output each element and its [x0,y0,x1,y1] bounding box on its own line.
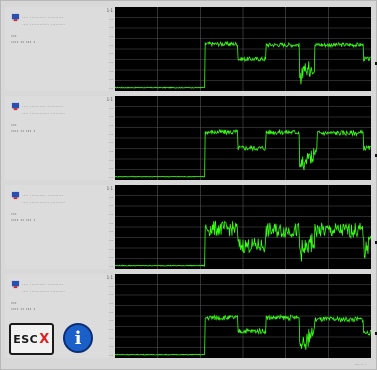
y-tick-label: ··· [89,158,113,163]
info-line: ···· ············ ········· [22,289,65,295]
y-tick-label: ··· [89,17,113,22]
y-tick-label: ··· [89,106,113,111]
corner-label: ···· ·· · [355,362,366,367]
y-tick-label: 1·1 [89,186,113,191]
channel-icon [11,102,20,111]
y-tick-label: ··· [89,247,113,252]
y-tick-label: ··· [89,34,113,39]
y-tick-label: ··· [89,353,113,358]
y-tick-label: 1·1 [89,275,113,280]
info-line: ···· ············ ········· [22,111,65,117]
y-tick-label: ··· [89,43,113,48]
trace-plot-1[interactable] [115,7,371,91]
channel-panel-2: ···· ·········· ·········· ···· ········… [5,96,374,180]
y-tick-label: ··· [89,221,113,226]
y-tick-label: ··· [89,123,113,128]
y-tick-label: ··· [89,69,113,74]
trace-plot-2[interactable] [115,96,371,180]
info-line: ···· ·· ··· · [11,129,35,135]
y-tick-label: ··· [89,292,113,297]
info-line: ···· ·········· ·········· [22,282,63,288]
info-icon: i [75,328,82,349]
y-tick-label: ··· [89,77,113,82]
y-tick-label: ··· [89,86,113,91]
info-line: ···· ·········· ·········· [22,15,63,21]
trace-plot-3[interactable] [115,185,371,269]
channel-panel-4: ···· ·········· ·········· ···· ········… [5,274,374,358]
y-tick-label: ··· [89,140,113,145]
info-button[interactable]: i [63,323,93,353]
y-tick-label: ··· [89,264,113,269]
trace-svg [115,274,371,358]
info-line: ···· ·········· ·········· [22,193,63,199]
y-tick-label: ··· [89,301,113,306]
y-tick-label: ··· [89,229,113,234]
y-tick-label: ··· [89,51,113,56]
close-icon: X [39,332,50,347]
y-tick-label: ··· [89,310,113,315]
y-tick-label: ··· [89,238,113,243]
y-tick-label: ··· [89,166,113,171]
y-tick-label: ··· [89,149,113,154]
y-tick-label: ··· [89,60,113,65]
info-line: ···· ············ ········· [22,200,65,206]
channel-panel-1: ···· ·········· ·········· ···· ········… [5,7,374,91]
y-tick-label: ··· [89,327,113,332]
esc-button[interactable]: ESC X [9,323,54,355]
info-line: ···· ·· ··· · [11,307,35,313]
info-line: ···· ·········· ·········· [22,104,63,110]
y-tick-label: 1·1 [89,97,113,102]
y-tick-label: ··· [89,25,113,30]
trace-svg [115,185,371,269]
trace-svg [115,96,371,180]
y-tick-label: ··· [89,255,113,260]
y-tick-label: ··· [89,132,113,137]
y-tick-label: ··· [89,212,113,217]
info-line: ···· ·· ··· · [11,40,35,46]
y-tick-label: ··· [89,114,113,119]
trace-plot-4[interactable] [115,274,371,358]
y-tick-label: 1·1 [89,8,113,13]
channel-panel-3: ···· ·········· ·········· ···· ········… [5,185,374,269]
y-tick-label: ··· [89,318,113,323]
y-tick-label: ··· [89,344,113,349]
y-tick-label: ··· [89,203,113,208]
trace-svg [115,7,371,91]
y-tick-label: ··· [89,175,113,180]
channel-icon [11,13,20,22]
channel-icon [11,191,20,200]
channel-icon [11,280,20,289]
esc-label: ESC [13,333,38,346]
info-line: ···· ············ ········· [22,22,65,28]
info-line: ···· ·· ··· · [11,218,35,224]
y-tick-label: ··· [89,284,113,289]
y-tick-label: ··· [89,195,113,200]
